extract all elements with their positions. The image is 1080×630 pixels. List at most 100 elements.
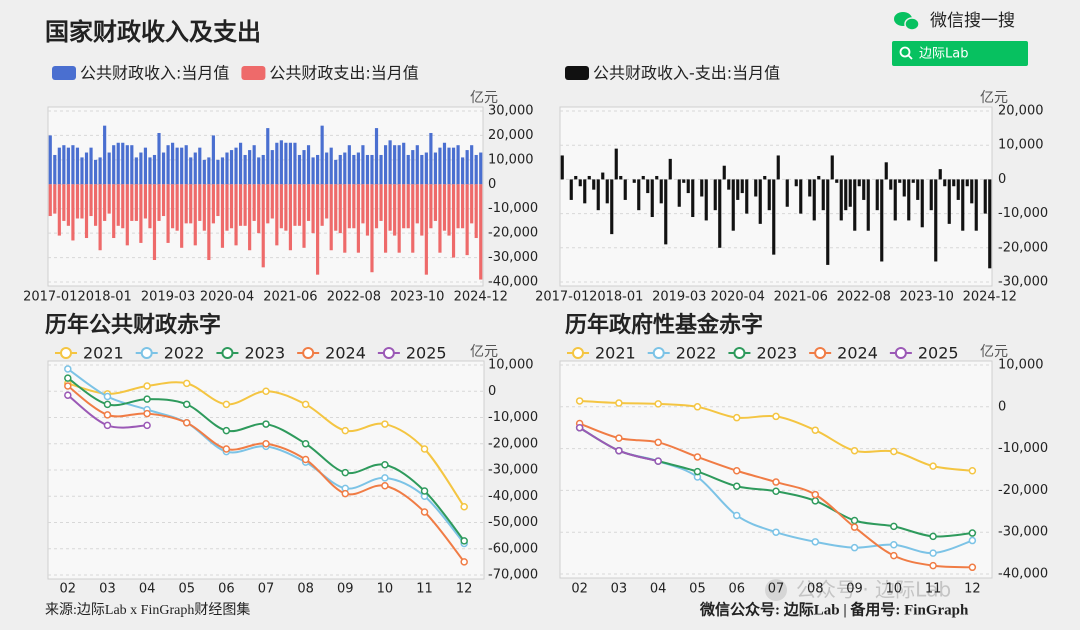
bar — [284, 142, 288, 185]
bar — [682, 179, 686, 183]
bar — [587, 175, 591, 180]
bar — [361, 184, 365, 224]
bar — [71, 184, 75, 241]
y-tick-label: -20,000 — [998, 483, 1048, 498]
legend-swatch — [733, 347, 746, 359]
bar — [334, 184, 338, 231]
bar — [397, 184, 401, 253]
bar — [343, 152, 347, 185]
bar — [302, 184, 306, 248]
bar — [420, 184, 424, 236]
point — [890, 540, 898, 549]
y-tick-label: -10,000 — [488, 410, 538, 425]
point — [222, 400, 231, 409]
point — [732, 467, 741, 475]
bar — [112, 145, 116, 185]
point — [182, 400, 191, 409]
bar — [406, 154, 410, 185]
bar — [429, 184, 433, 229]
x-tick-label: 12 — [456, 582, 473, 597]
bar — [98, 157, 102, 185]
bar — [329, 184, 333, 251]
bar — [248, 184, 252, 251]
bar — [80, 184, 84, 219]
search-text[interactable]: 边际Lab — [919, 47, 968, 62]
bar — [388, 184, 392, 231]
y-tick-label: -60,000 — [488, 541, 538, 556]
bar — [125, 184, 129, 246]
bar — [352, 154, 356, 185]
bar — [216, 159, 220, 185]
bar — [938, 169, 942, 180]
bar — [243, 154, 247, 185]
x-tick-label: 02 — [571, 582, 588, 597]
point — [811, 538, 820, 546]
watermark: 公众号 · 边际Lab — [796, 578, 951, 602]
point — [222, 426, 231, 435]
point — [654, 438, 662, 447]
bar — [718, 179, 722, 248]
y-tick-label: -30,000 — [488, 463, 538, 478]
point — [615, 446, 623, 455]
bar — [98, 184, 102, 251]
bar — [216, 184, 220, 217]
point — [143, 395, 151, 403]
bar — [641, 175, 645, 180]
brand: 微信搜一搜 — [930, 11, 1015, 31]
plot-area — [47, 106, 484, 287]
bar — [66, 184, 70, 226]
point — [381, 420, 389, 428]
bar — [152, 154, 157, 185]
bar — [57, 147, 61, 185]
bar — [84, 184, 89, 239]
x-tick-label: 2022-08 — [837, 290, 891, 305]
legend-label: 2021 — [83, 344, 124, 363]
bar — [257, 184, 261, 234]
bar — [184, 184, 188, 224]
x-tick-label: 06 — [728, 582, 745, 597]
bar — [799, 179, 803, 214]
point — [143, 382, 151, 390]
y-tick-label: 30,000 — [488, 104, 534, 119]
bar — [388, 140, 392, 185]
x-tick-label: 04 — [139, 582, 156, 597]
search-box[interactable] — [892, 41, 1028, 66]
bar — [234, 147, 238, 185]
bar — [848, 179, 852, 207]
bar — [474, 184, 478, 239]
bar — [433, 152, 438, 185]
bar — [243, 184, 247, 226]
bar — [148, 157, 152, 185]
bar — [53, 154, 57, 185]
point — [341, 468, 350, 477]
bar — [830, 155, 834, 180]
point — [693, 403, 702, 411]
bar — [379, 184, 383, 221]
legend-swatch — [52, 66, 76, 80]
bar — [447, 184, 451, 236]
bar — [704, 179, 708, 221]
bar — [71, 145, 75, 185]
bar — [456, 145, 460, 185]
y-tick-label: -30,000 — [998, 275, 1048, 290]
bar — [130, 145, 134, 185]
x-tick-label: 2019-03 — [652, 290, 706, 305]
point — [850, 516, 859, 525]
y-tick-label: -30,000 — [998, 525, 1048, 540]
point — [929, 462, 937, 470]
point — [732, 511, 741, 520]
y-tick-label: -50,000 — [488, 515, 538, 530]
point — [654, 457, 662, 465]
x-tick-label: 08 — [807, 582, 824, 597]
y-unit: 亿元 — [470, 90, 498, 106]
bar — [601, 172, 605, 180]
point — [850, 543, 859, 552]
bar — [207, 157, 211, 185]
bar — [161, 184, 166, 217]
bar — [347, 184, 351, 229]
x-tick-label: 2017-01 — [535, 290, 589, 305]
bar — [356, 184, 360, 253]
bar — [920, 179, 924, 228]
bar — [229, 150, 234, 185]
